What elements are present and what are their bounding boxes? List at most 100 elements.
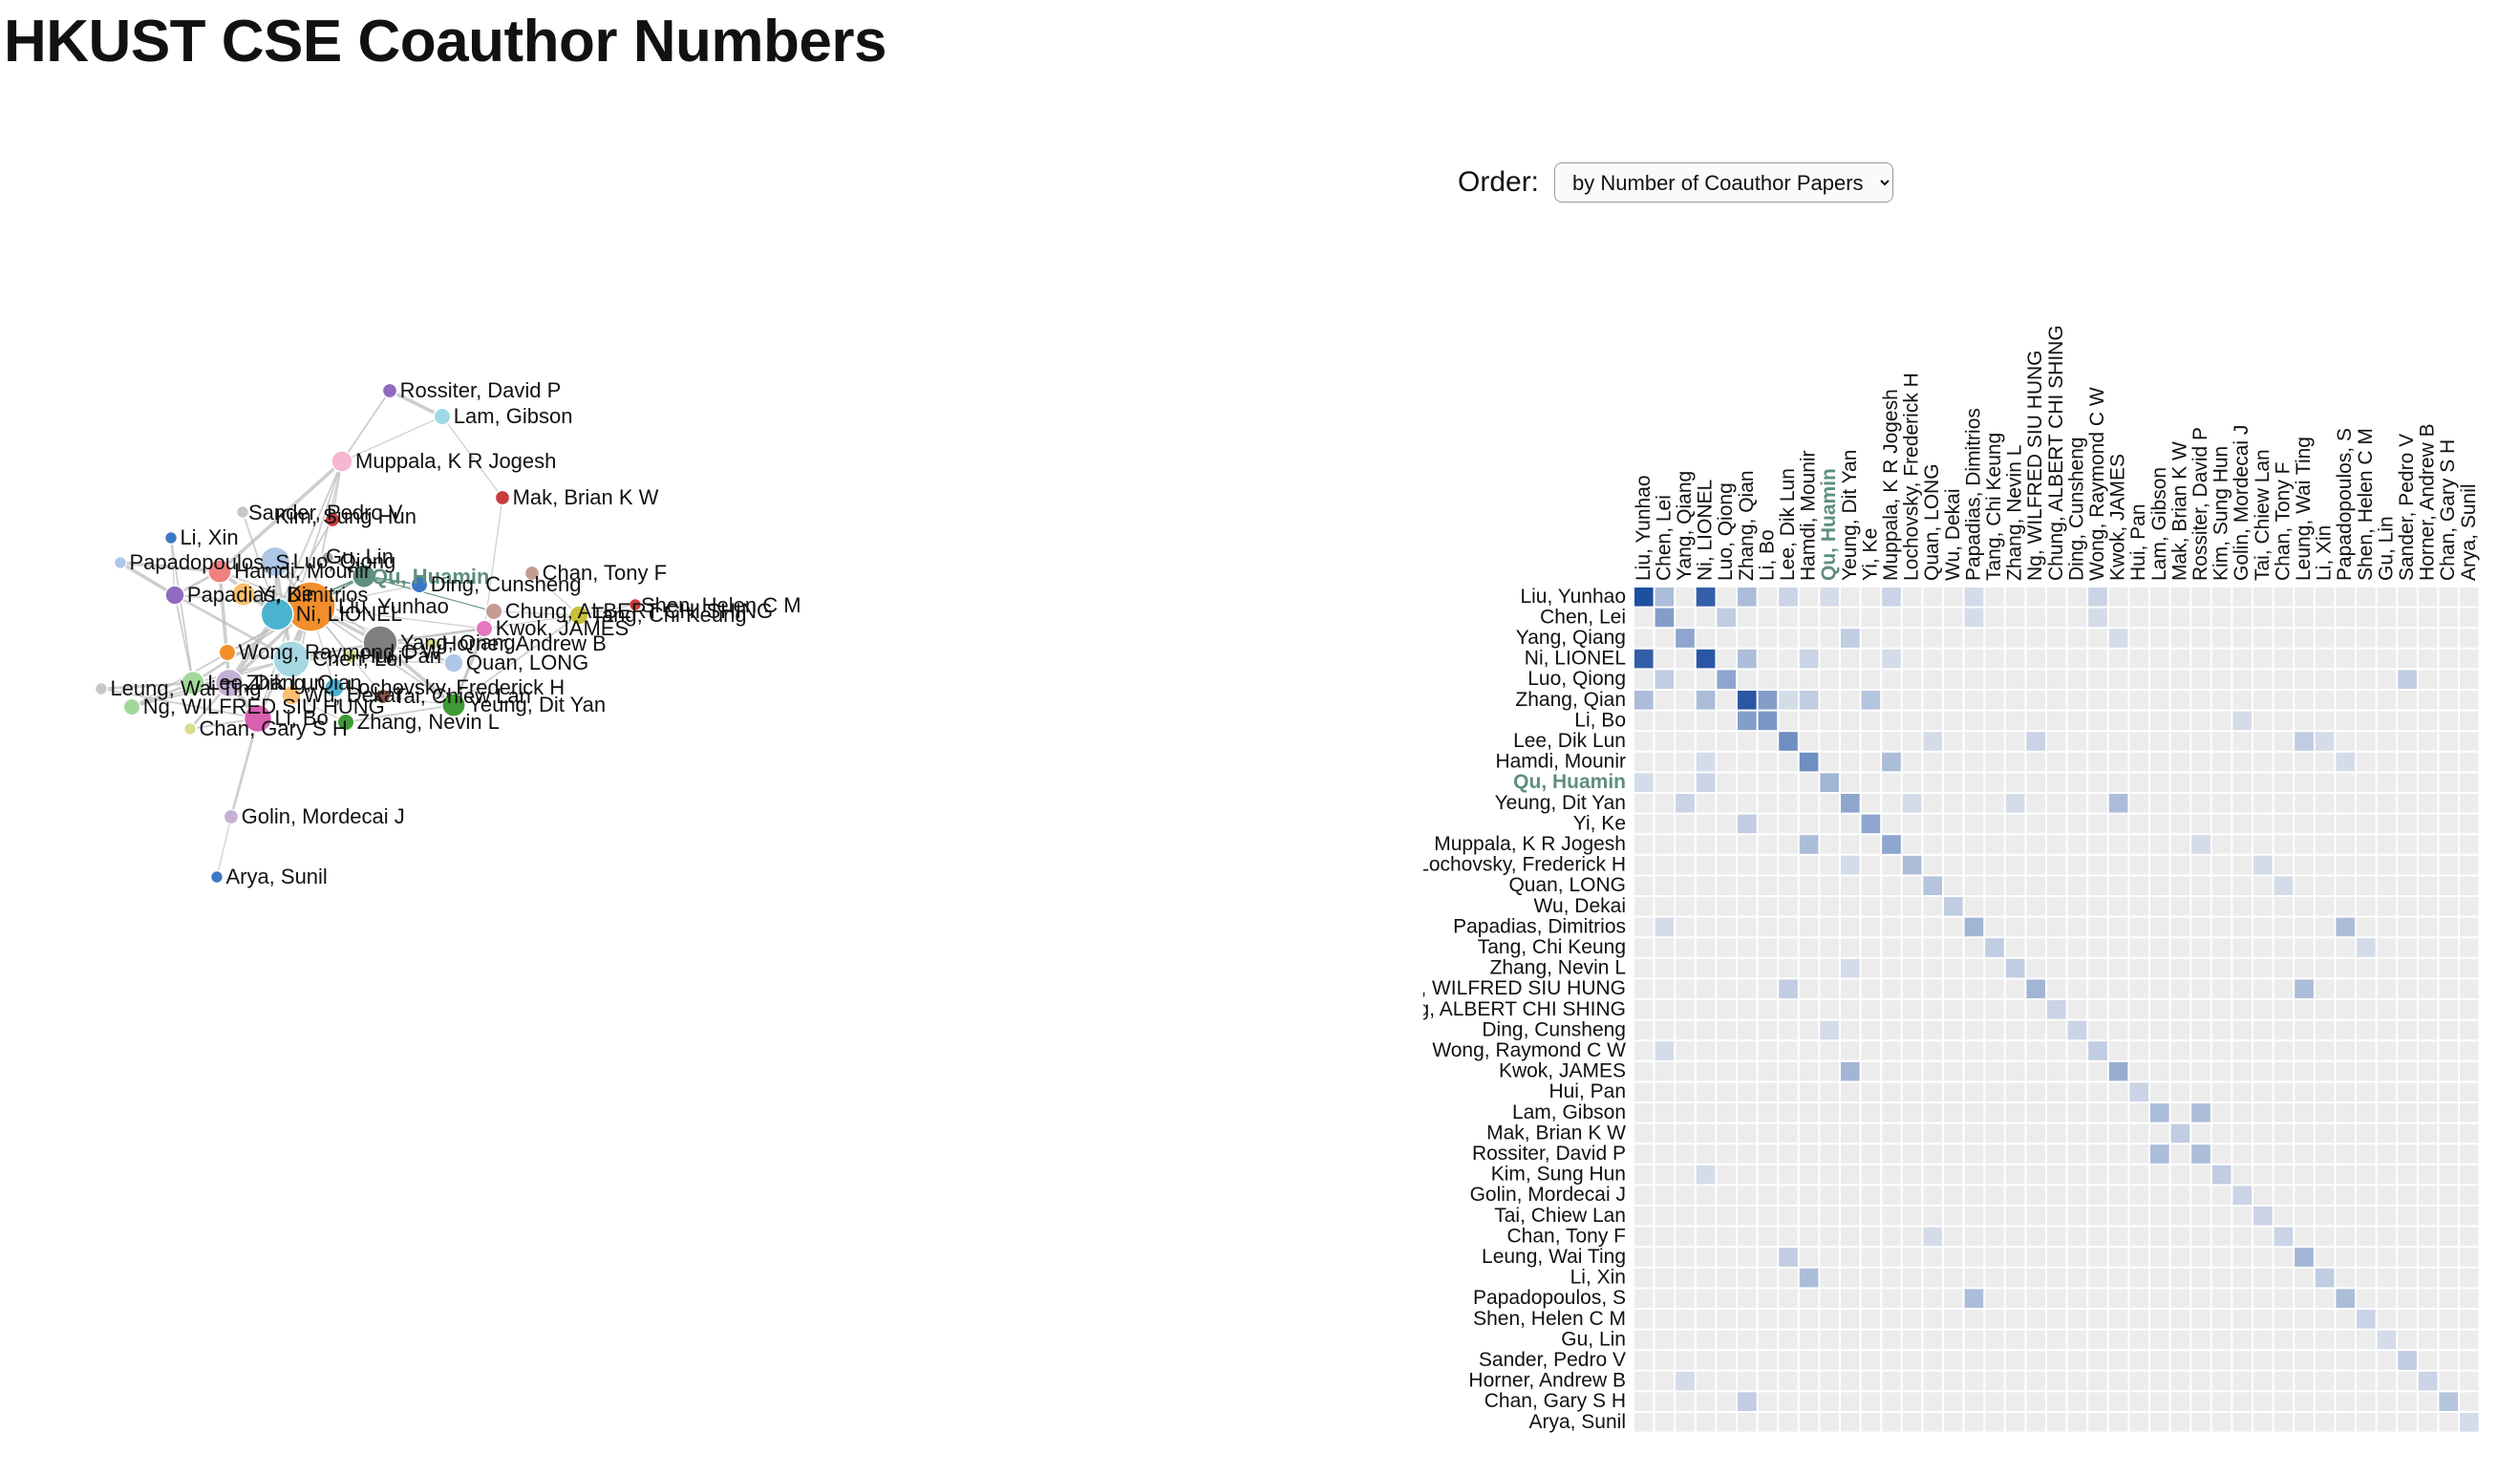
matrix-cell[interactable] [1861, 691, 1881, 710]
matrix-cell[interactable] [2295, 732, 2314, 751]
matrix-column-label[interactable]: Chung, ALBERT CHI SHING [2045, 325, 2067, 581]
graph-node-tang-chi-keung[interactable] [568, 605, 589, 626]
matrix-cell[interactable] [2026, 979, 2045, 998]
matrix-row-label[interactable]: Leung, Wai Ting [1482, 1246, 1626, 1268]
matrix-cell[interactable] [2170, 1123, 2190, 1144]
matrix-column-label[interactable]: Quan, LONG [1921, 463, 1943, 581]
matrix-cell[interactable] [1882, 752, 1901, 772]
matrix-cell[interactable] [1634, 649, 1654, 669]
matrix-cell[interactable] [1738, 588, 1757, 607]
graph-node-chan-tony-f[interactable] [523, 565, 541, 582]
matrix-column-label[interactable]: Sander, Pedro V [2396, 434, 2418, 581]
matrix-cell[interactable] [2253, 855, 2273, 875]
matrix-cell[interactable] [1738, 691, 1757, 710]
matrix-cell[interactable] [1841, 1061, 1860, 1081]
matrix-cell[interactable] [1985, 938, 2004, 957]
matrix-cell[interactable] [2315, 732, 2335, 751]
matrix-cell[interactable] [2191, 1144, 2210, 1164]
graph-node-papadopoulos-s[interactable] [113, 555, 128, 570]
matrix-row-label[interactable]: Hui, Pan [1548, 1080, 1626, 1102]
matrix-cell[interactable] [2191, 835, 2210, 854]
matrix-cell[interactable] [1799, 1268, 1819, 1288]
matrix-cell[interactable] [1655, 608, 1675, 628]
matrix-column-label[interactable]: Kwok, JAMES [2107, 454, 2129, 581]
matrix-cell[interactable] [1717, 608, 1736, 628]
graph-node-gu-lin[interactable] [320, 550, 335, 566]
matrix-cell[interactable] [1717, 670, 1736, 689]
matrix-cell[interactable] [2418, 1371, 2438, 1391]
matrix-cell[interactable] [2295, 979, 2314, 998]
graph-node-lochovsky-frederick-h[interactable] [324, 677, 345, 698]
matrix-cell[interactable] [1923, 876, 1942, 895]
matrix-column-label[interactable]: Zhang, Nevin L [2004, 445, 2026, 581]
matrix-cell[interactable] [1964, 917, 1984, 937]
graph-node-luo-qiong[interactable] [259, 545, 291, 578]
graph-node-li-xin[interactable] [163, 530, 179, 545]
matrix-cell[interactable] [2108, 1061, 2128, 1081]
matrix-column-label[interactable]: Qu, Huamin [1818, 468, 1840, 581]
matrix-cell[interactable] [1902, 794, 1922, 813]
matrix-cell[interactable] [1696, 588, 1716, 607]
matrix-row-label[interactable]: Tai, Chiew Lan [1494, 1205, 1626, 1227]
matrix-cell[interactable] [1696, 773, 1716, 792]
matrix-cell[interactable] [1696, 752, 1716, 772]
matrix-cell[interactable] [1758, 691, 1778, 710]
matrix-column-label[interactable]: Yeung, Dit Yan [1839, 450, 1861, 581]
matrix-row-label[interactable]: Li, Bo [1574, 709, 1626, 731]
matrix-cell[interactable] [2067, 1020, 2087, 1040]
matrix-column-label[interactable]: Chan, Tony F [2272, 461, 2294, 581]
matrix-row-label[interactable]: Kim, Sung Hun [1491, 1164, 1626, 1186]
matrix-cell[interactable] [1861, 814, 1881, 834]
matrix-row-label[interactable]: Chan, Tony F [1506, 1225, 1626, 1247]
matrix-row-label[interactable]: Li, Xin [1570, 1267, 1626, 1289]
matrix-column-label[interactable]: Lochovsky, Frederick H [1901, 373, 1923, 581]
matrix-row-label[interactable]: Yi, Ke [1573, 812, 1626, 834]
matrix-column-label[interactable]: Tang, Chi Keung [1983, 433, 2005, 581]
graph-node-shen-helen-c-m[interactable] [628, 597, 643, 612]
matrix-cell[interactable] [2232, 711, 2252, 731]
matrix-column-label[interactable]: Wu, Dekai [1942, 489, 1964, 581]
matrix-cell[interactable] [1655, 588, 1675, 607]
matrix-cell[interactable] [1676, 629, 1695, 648]
matrix-cell[interactable] [2232, 1186, 2252, 1205]
matrix-cell[interactable] [1820, 588, 1839, 607]
matrix-cell[interactable] [2150, 1144, 2169, 1164]
matrix-cell[interactable] [1696, 691, 1716, 710]
matrix-cell[interactable] [1738, 711, 1757, 731]
matrix-row-label[interactable]: Yang, Qiang [1516, 627, 1626, 649]
matrix-row-label[interactable]: Lochovsky, Frederick H [1423, 854, 1626, 876]
matrix-row-label[interactable]: Wong, Raymond C W [1432, 1039, 1626, 1061]
matrix-cell[interactable] [1944, 897, 1963, 916]
matrix-column-label[interactable]: Luo, Qiong [1715, 482, 1737, 581]
matrix-cell[interactable] [1882, 649, 1901, 669]
matrix-cells[interactable] [1634, 588, 2479, 1432]
matrix-row-label[interactable]: Qu, Huamin [1513, 771, 1626, 793]
matrix-row-label[interactable]: Muppala, K R Jogesh [1434, 833, 1626, 855]
matrix-row-label[interactable]: Kwok, JAMES [1499, 1060, 1626, 1082]
graph-node-ni-lionel[interactable] [260, 597, 294, 631]
matrix-row-label[interactable]: Shen, Helen C M [1473, 1308, 1626, 1330]
matrix-cell[interactable] [2047, 1000, 2066, 1019]
matrix-cell[interactable] [1923, 1227, 1942, 1247]
matrix-cell[interactable] [1964, 1289, 1984, 1308]
matrix-column-label[interactable]: Lam, Gibson [2148, 467, 2170, 581]
matrix-column-label[interactable]: Yi, Ke [1859, 528, 1881, 581]
matrix-cell[interactable] [1738, 1392, 1757, 1411]
matrix-column-label[interactable]: Rossiter, David P [2189, 427, 2211, 581]
matrix-cell[interactable] [1634, 773, 1654, 792]
matrix-row-label[interactable]: Wu, Dekai [1534, 895, 1626, 917]
matrix-cell[interactable] [2108, 794, 2128, 813]
matrix-row-label[interactable]: Zhang, Nevin L [1490, 957, 1626, 979]
matrix-cell[interactable] [1738, 649, 1757, 669]
matrix-row-label[interactable]: Arya, Sunil [1528, 1411, 1626, 1433]
matrix-column-label[interactable]: Papadopoulos, S [2334, 428, 2356, 581]
graph-node-wu-dekai[interactable] [281, 685, 302, 706]
matrix-row-label[interactable]: Sander, Pedro V [1479, 1349, 1626, 1371]
graph-node-chan-gary-s-h[interactable] [182, 721, 198, 737]
matrix-column-label[interactable]: Li, Xin [2314, 525, 2336, 581]
matrix-cell[interactable] [2357, 938, 2376, 957]
matrix-column-label[interactable]: Liu, Yunhao [1633, 475, 1655, 581]
matrix-cell[interactable] [1758, 711, 1778, 731]
matrix-column-label[interactable]: Wong, Raymond C W [2086, 387, 2108, 581]
